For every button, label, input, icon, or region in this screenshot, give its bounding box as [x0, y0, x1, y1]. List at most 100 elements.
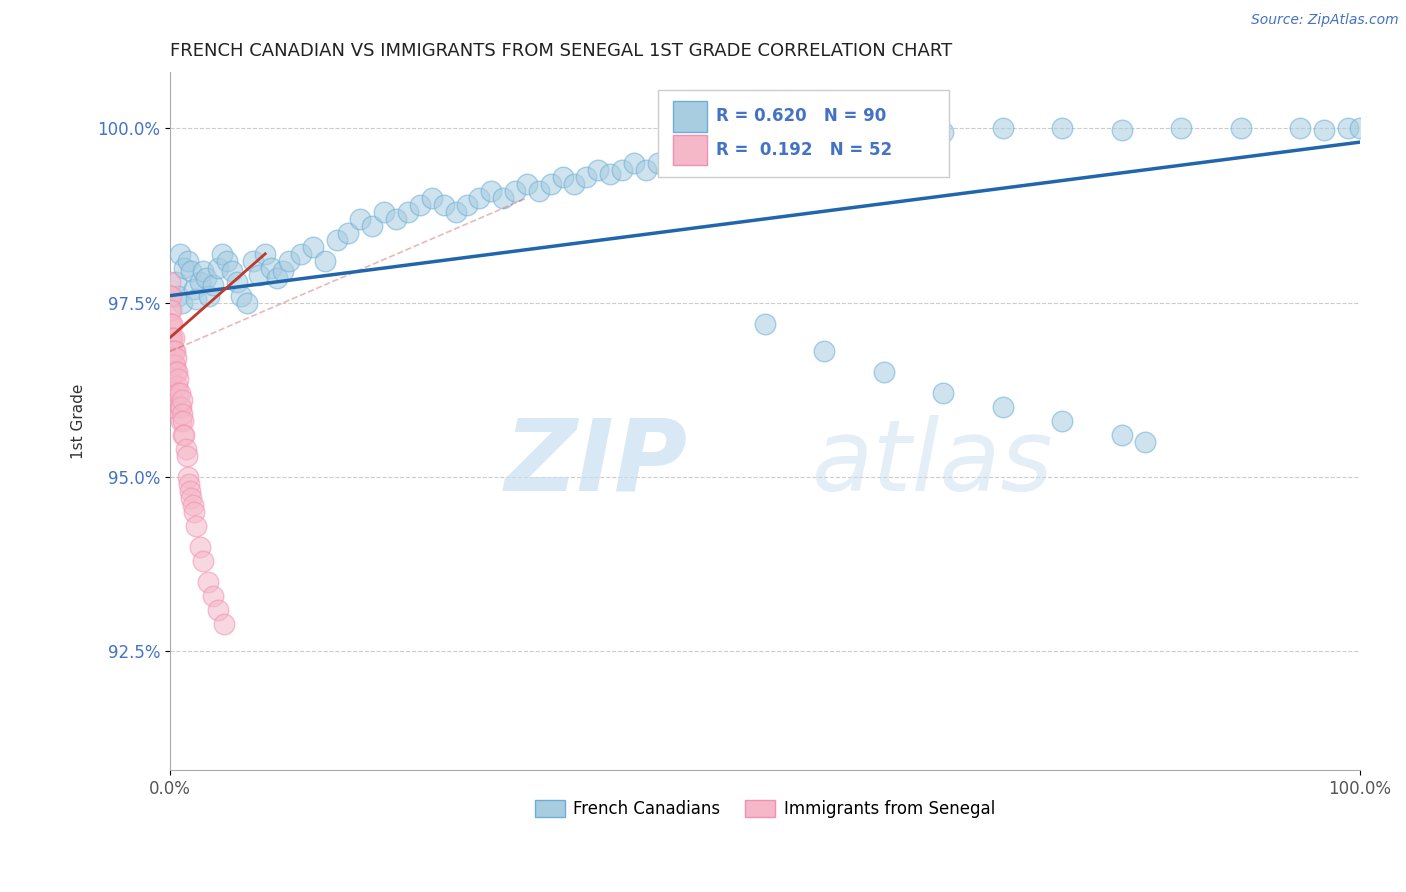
- Point: [778, 135, 800, 149]
- Point: [159, 317, 181, 331]
- Point: [181, 498, 204, 512]
- Text: R =  0.192   N = 52: R = 0.192 N = 52: [716, 141, 893, 159]
- Point: [325, 233, 347, 247]
- Text: ZIP: ZIP: [505, 415, 688, 512]
- Point: [1348, 121, 1371, 136]
- Point: [527, 184, 550, 198]
- Point: [314, 253, 336, 268]
- Point: [337, 226, 360, 240]
- Point: [169, 401, 191, 415]
- Point: [1336, 121, 1358, 136]
- Point: [176, 449, 198, 463]
- Point: [1289, 121, 1312, 136]
- Point: [932, 125, 955, 139]
- Point: [260, 260, 283, 275]
- Point: [610, 163, 633, 178]
- Point: [540, 177, 562, 191]
- Point: [194, 271, 217, 285]
- Point: [349, 211, 371, 226]
- Point: [254, 247, 277, 261]
- Point: [873, 128, 896, 143]
- Point: [201, 278, 224, 293]
- FancyBboxPatch shape: [658, 90, 949, 178]
- Point: [516, 177, 538, 191]
- Point: [247, 268, 270, 282]
- Point: [575, 170, 598, 185]
- Legend: French Canadians, Immigrants from Senegal: French Canadians, Immigrants from Senega…: [529, 793, 1001, 824]
- Point: [741, 142, 763, 156]
- Point: [801, 131, 824, 145]
- Point: [231, 288, 253, 302]
- Point: [221, 264, 243, 278]
- Point: [186, 292, 208, 306]
- Point: [236, 295, 259, 310]
- Point: [271, 264, 294, 278]
- Point: [433, 198, 456, 212]
- Point: [813, 344, 835, 359]
- Point: [564, 177, 586, 191]
- Point: [162, 330, 184, 344]
- Point: [160, 288, 183, 302]
- Point: [409, 198, 432, 212]
- Point: [385, 211, 408, 226]
- Point: [825, 134, 848, 148]
- Point: [1313, 122, 1336, 136]
- Point: [159, 344, 181, 359]
- Point: [159, 302, 181, 317]
- Point: [706, 145, 728, 160]
- Point: [671, 149, 693, 163]
- Point: [180, 264, 202, 278]
- Point: [177, 470, 200, 484]
- Point: [682, 153, 704, 167]
- Point: [647, 156, 669, 170]
- Point: [180, 491, 202, 505]
- Point: [197, 574, 219, 589]
- Point: [159, 372, 181, 386]
- Point: [492, 191, 515, 205]
- Point: [278, 253, 301, 268]
- Point: [169, 386, 191, 401]
- Text: R = 0.620   N = 90: R = 0.620 N = 90: [716, 107, 886, 126]
- Point: [599, 167, 621, 181]
- Point: [551, 170, 574, 185]
- Point: [188, 540, 211, 554]
- Point: [266, 271, 288, 285]
- Point: [503, 184, 526, 198]
- Point: [159, 288, 181, 302]
- Point: [163, 359, 186, 373]
- Point: [754, 317, 776, 331]
- Point: [163, 344, 186, 359]
- Point: [183, 505, 205, 519]
- Point: [212, 616, 235, 631]
- Point: [991, 401, 1014, 415]
- Point: [163, 330, 186, 344]
- Point: [225, 275, 247, 289]
- Point: [173, 260, 195, 275]
- Point: [160, 330, 183, 344]
- FancyBboxPatch shape: [673, 101, 706, 132]
- Point: [361, 219, 384, 233]
- Point: [479, 184, 502, 198]
- Point: [301, 240, 323, 254]
- Point: [159, 275, 181, 289]
- Point: [188, 275, 211, 289]
- Point: [730, 145, 752, 160]
- Text: Source: ZipAtlas.com: Source: ZipAtlas.com: [1251, 13, 1399, 28]
- Point: [201, 589, 224, 603]
- Text: FRENCH CANADIAN VS IMMIGRANTS FROM SENEGAL 1ST GRADE CORRELATION CHART: FRENCH CANADIAN VS IMMIGRANTS FROM SENEG…: [170, 42, 952, 60]
- Point: [160, 317, 183, 331]
- Point: [1111, 428, 1133, 442]
- Point: [217, 253, 239, 268]
- Point: [1050, 414, 1073, 428]
- Point: [163, 344, 186, 359]
- Y-axis label: 1st Grade: 1st Grade: [72, 384, 86, 458]
- Point: [166, 365, 188, 379]
- Point: [167, 372, 190, 386]
- Point: [179, 483, 201, 498]
- Point: [170, 393, 193, 408]
- Point: [658, 153, 681, 167]
- Point: [159, 359, 181, 373]
- Point: [186, 519, 208, 533]
- FancyBboxPatch shape: [673, 135, 706, 165]
- Point: [634, 163, 657, 178]
